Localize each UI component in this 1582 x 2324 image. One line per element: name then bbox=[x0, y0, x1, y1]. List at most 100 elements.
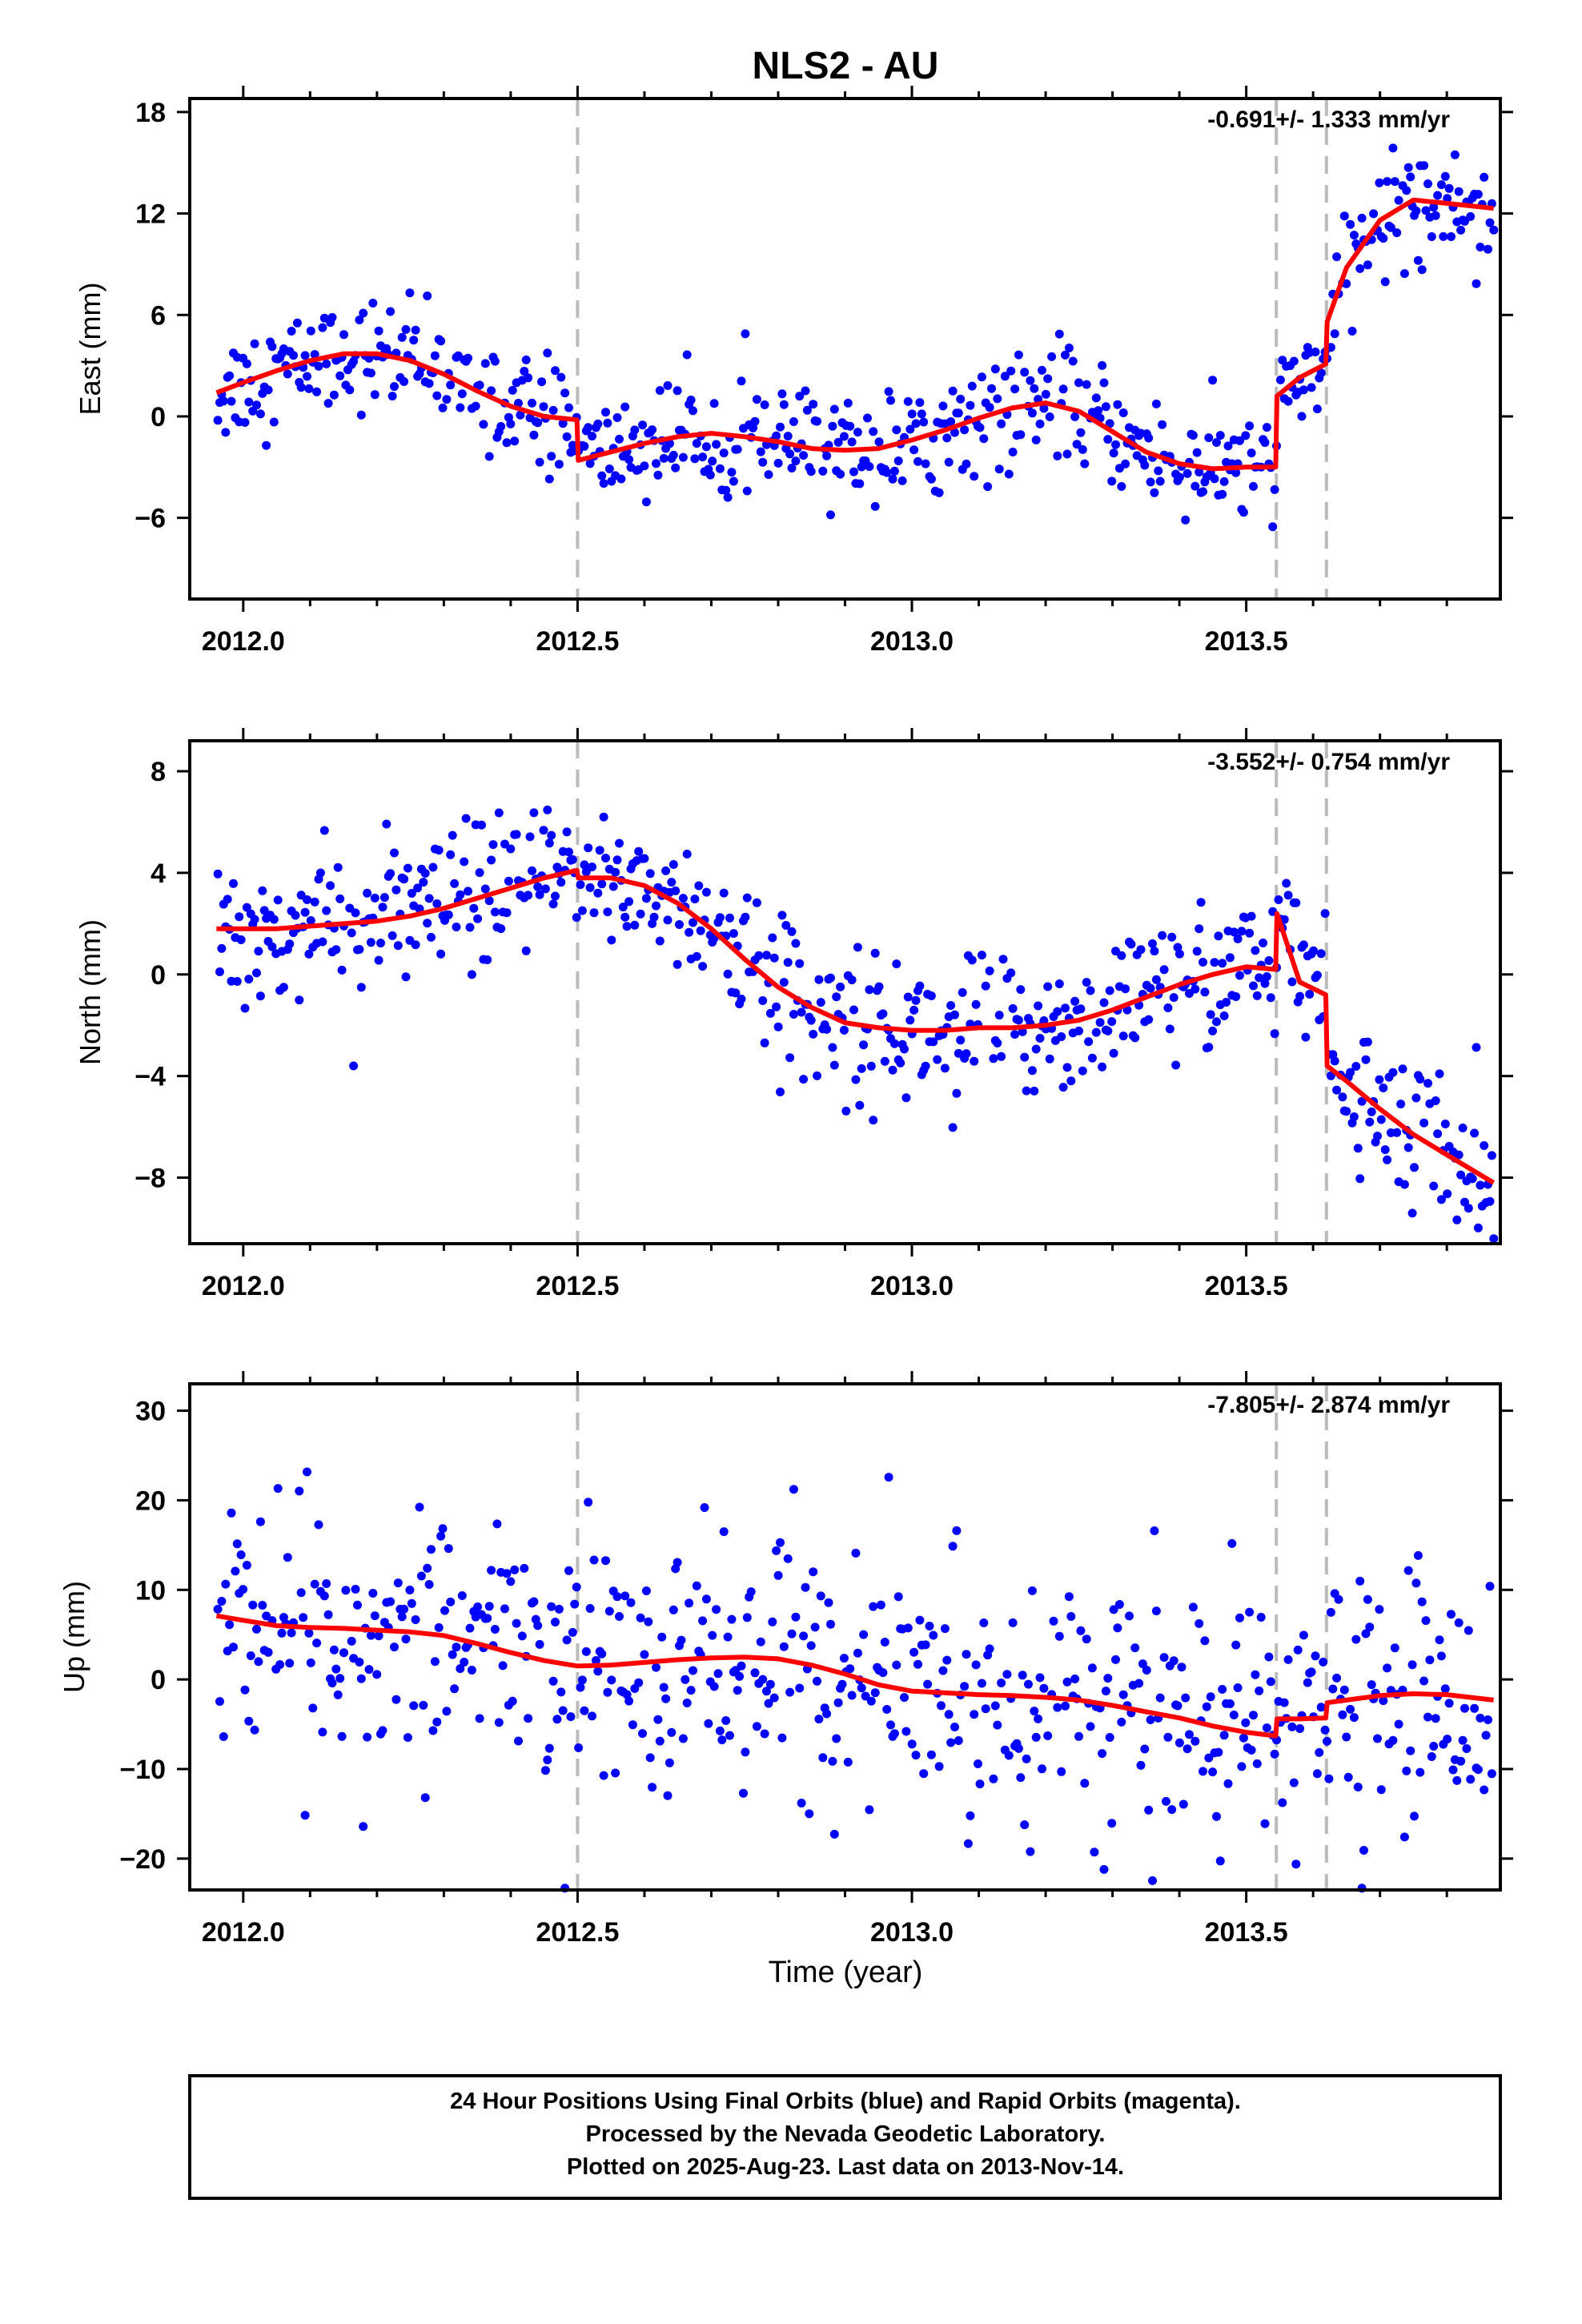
data-point bbox=[741, 912, 750, 922]
data-point bbox=[480, 359, 490, 368]
data-point bbox=[694, 881, 704, 891]
data-point bbox=[634, 1678, 644, 1687]
data-point bbox=[1443, 1189, 1452, 1199]
data-point bbox=[1435, 1069, 1444, 1079]
footer-line-2: Processed by the Nevada Geodetic Laborat… bbox=[586, 2121, 1106, 2147]
data-point bbox=[556, 372, 566, 382]
data-point bbox=[673, 1558, 682, 1567]
data-point bbox=[1146, 983, 1155, 993]
data-point bbox=[686, 396, 696, 404]
data-point bbox=[1440, 171, 1450, 181]
data-point bbox=[504, 876, 513, 886]
data-point bbox=[1266, 1677, 1275, 1687]
data-point bbox=[1199, 958, 1207, 967]
data-point bbox=[622, 922, 632, 931]
data-point bbox=[772, 431, 781, 440]
model-line bbox=[215, 1613, 1494, 1739]
data-point bbox=[1339, 211, 1349, 221]
data-point bbox=[962, 1650, 971, 1659]
data-point bbox=[529, 1597, 539, 1606]
data-point bbox=[801, 386, 810, 396]
data-point bbox=[415, 1502, 424, 1512]
data-point bbox=[318, 323, 327, 332]
data-point bbox=[591, 1656, 600, 1665]
data-point bbox=[1251, 946, 1260, 955]
data-point bbox=[366, 1630, 375, 1640]
data-point bbox=[1349, 231, 1359, 240]
data-point bbox=[1454, 1150, 1464, 1160]
data-point bbox=[1383, 177, 1392, 187]
data-point bbox=[1237, 1762, 1247, 1771]
data-point bbox=[1417, 1597, 1427, 1606]
data-point bbox=[829, 404, 839, 414]
data-point bbox=[424, 1580, 434, 1589]
data-point bbox=[1215, 431, 1225, 440]
data-point bbox=[869, 1602, 878, 1611]
data-point bbox=[1185, 1730, 1194, 1739]
data-point bbox=[828, 421, 837, 431]
data-point bbox=[1091, 393, 1101, 403]
data-point bbox=[521, 946, 531, 955]
data-point bbox=[562, 827, 572, 837]
data-point bbox=[473, 1602, 483, 1611]
data-point bbox=[787, 1629, 797, 1638]
data-point bbox=[1472, 279, 1481, 288]
data-point bbox=[952, 1526, 962, 1535]
data-point bbox=[967, 955, 977, 965]
data-point bbox=[1225, 953, 1235, 963]
data-point bbox=[1375, 178, 1384, 187]
data-point bbox=[589, 1555, 599, 1565]
data-point bbox=[892, 1660, 901, 1670]
data-point bbox=[845, 421, 855, 431]
data-point bbox=[1351, 1062, 1361, 1071]
data-point bbox=[791, 939, 801, 948]
y-tick-label: 8 bbox=[151, 757, 166, 787]
data-point bbox=[484, 452, 494, 461]
data-point bbox=[993, 394, 1002, 404]
data-point bbox=[616, 474, 626, 484]
data-point bbox=[490, 907, 500, 917]
data-point bbox=[291, 911, 300, 920]
data-point bbox=[512, 1618, 521, 1628]
data-point bbox=[487, 386, 496, 396]
data-point bbox=[524, 891, 533, 900]
data-point bbox=[917, 409, 926, 419]
data-point bbox=[300, 1811, 310, 1820]
data-point bbox=[721, 485, 731, 495]
data-point bbox=[940, 1624, 950, 1634]
data-point bbox=[789, 1010, 798, 1019]
data-point bbox=[1035, 419, 1045, 428]
data-point bbox=[368, 1589, 378, 1598]
data-point bbox=[1086, 1722, 1095, 1731]
y-tick-label: −20 bbox=[119, 1844, 166, 1875]
data-point bbox=[250, 339, 259, 348]
data-point bbox=[434, 1622, 444, 1632]
data-point bbox=[903, 396, 913, 406]
data-point bbox=[1311, 348, 1320, 356]
data-point bbox=[690, 895, 700, 904]
data-point bbox=[1260, 979, 1270, 988]
data-point bbox=[971, 999, 981, 1009]
data-point bbox=[900, 1044, 909, 1054]
rate-label: -0.691+/- 1.333 mm/yr bbox=[1207, 107, 1450, 133]
data-point bbox=[870, 1688, 880, 1698]
data-point bbox=[1458, 1124, 1468, 1132]
data-point bbox=[777, 389, 787, 399]
data-point bbox=[1287, 1722, 1297, 1731]
data-point bbox=[832, 992, 841, 1002]
data-point bbox=[411, 940, 420, 950]
data-point bbox=[892, 959, 901, 969]
data-point bbox=[789, 417, 798, 426]
y-tick-label: −6 bbox=[135, 504, 166, 534]
data-point bbox=[1058, 384, 1068, 394]
data-point bbox=[1105, 419, 1114, 428]
data-point bbox=[537, 377, 547, 387]
data-point bbox=[866, 1061, 876, 1071]
data-point bbox=[1233, 1683, 1243, 1692]
data-point bbox=[1435, 1635, 1444, 1645]
data-point bbox=[648, 1783, 657, 1792]
data-point bbox=[645, 1753, 655, 1763]
data-point bbox=[1415, 1767, 1425, 1777]
data-point bbox=[1130, 1033, 1140, 1043]
data-point bbox=[490, 1625, 500, 1634]
